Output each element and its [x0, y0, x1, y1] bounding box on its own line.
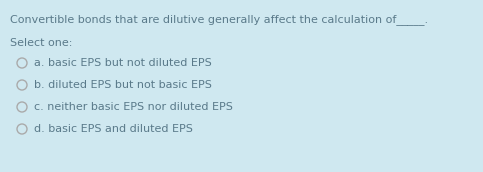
Text: c. neither basic EPS nor diluted EPS: c. neither basic EPS nor diluted EPS: [34, 102, 233, 112]
Text: a. basic EPS but not diluted EPS: a. basic EPS but not diluted EPS: [34, 58, 212, 68]
Text: b. diluted EPS but not basic EPS: b. diluted EPS but not basic EPS: [34, 80, 212, 90]
Text: Convertible bonds that are dilutive generally affect the calculation of_____.: Convertible bonds that are dilutive gene…: [10, 14, 428, 25]
Text: Select one:: Select one:: [10, 38, 72, 48]
Text: d. basic EPS and diluted EPS: d. basic EPS and diluted EPS: [34, 124, 193, 134]
